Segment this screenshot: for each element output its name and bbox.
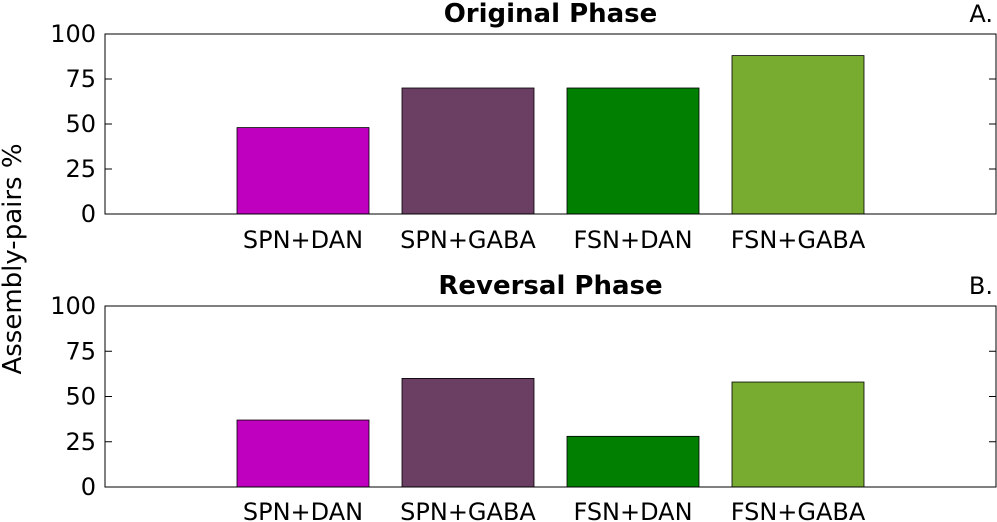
y-tick-label: 75	[65, 65, 96, 93]
y-tick-label: 50	[65, 383, 96, 411]
y-axis-label: Assembly-pairs %	[0, 143, 28, 374]
panel-reversal-phase: Reversal Phase B. SPN+DAN SPN+GABA FSN+DAN FS…	[50, 271, 997, 522]
x-tick-label: FSN+GABA	[731, 226, 866, 254]
x-tick-label: FSN+GABA	[731, 498, 866, 522]
chart-title-original-phase: Original Phase	[444, 0, 658, 29]
bar-fsn-dan	[566, 87, 700, 215]
panel-label: A.	[969, 0, 993, 28]
x-tick-label: FSN+DAN	[573, 226, 692, 254]
x-tick-label: SPN+DAN	[243, 498, 363, 522]
y-tick-label: 0	[81, 200, 96, 228]
x-tick-label: FSN+DAN	[573, 498, 692, 522]
panel-label: B.	[969, 272, 993, 300]
y-tick-label: 25	[65, 155, 96, 183]
y-tick-label: 100	[50, 292, 96, 320]
x-tick-label: SPN+GABA	[400, 226, 536, 254]
y-tick-label: 25	[65, 428, 96, 456]
y-tick-label: 100	[50, 20, 96, 48]
x-tick-label: SPN+DAN	[243, 226, 363, 254]
y-tick-label: 50	[65, 110, 96, 138]
bar-fsn-gaba	[731, 381, 865, 488]
bar-spn-gaba	[401, 87, 535, 215]
bar-spn-dan	[236, 127, 370, 215]
y-tick-label: 0	[81, 473, 96, 501]
x-tick-label: SPN+GABA	[400, 498, 536, 522]
bar-spn-gaba	[401, 377, 535, 488]
bar-spn-dan	[236, 419, 370, 488]
chart-title-reversal-phase: Reversal Phase	[438, 271, 662, 301]
y-tick-label: 75	[65, 337, 96, 365]
bar-fsn-dan	[566, 435, 700, 488]
panel-original-phase: Original Phase A. SPN+DAN SPN+GABA FSN+DAN FS…	[50, 0, 997, 254]
bar-fsn-gaba	[731, 55, 865, 215]
